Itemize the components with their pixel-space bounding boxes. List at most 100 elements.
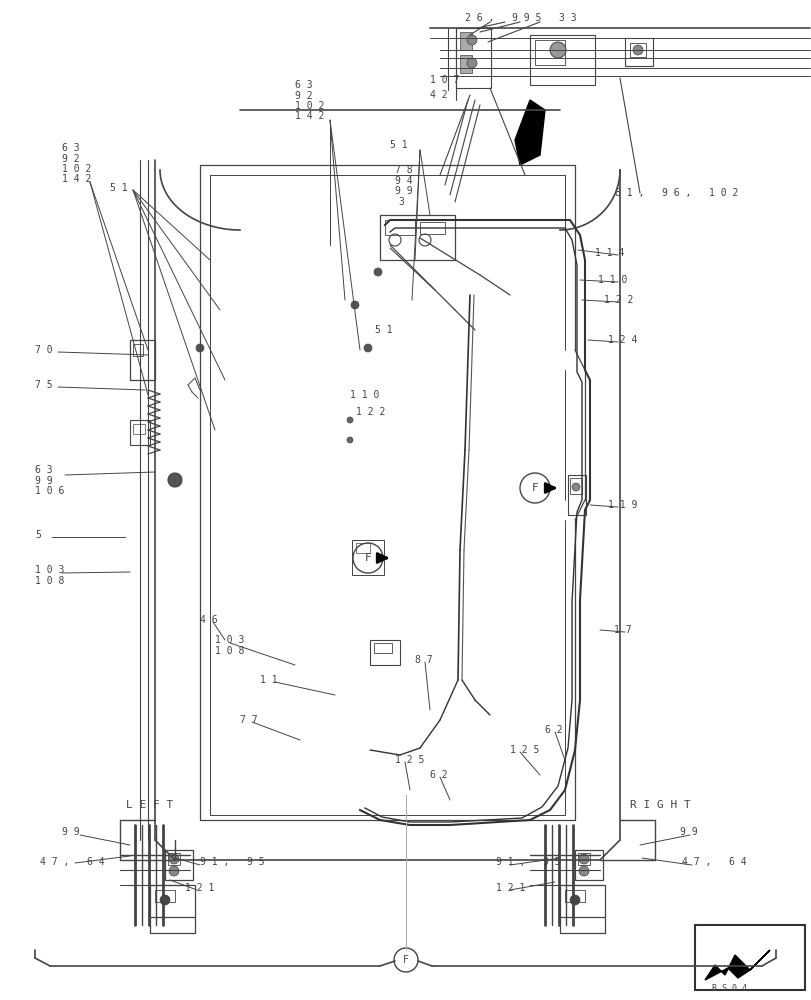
Circle shape [160,895,169,905]
Circle shape [578,866,588,876]
Circle shape [346,437,353,443]
Text: 1 2 1: 1 2 1 [496,883,525,893]
Text: 5 1: 5 1 [109,183,127,193]
Text: 1 0 2: 1 0 2 [294,101,324,111]
Text: 1 1 4: 1 1 4 [594,248,624,258]
Circle shape [169,854,178,864]
Text: 9 1 ,   9 5: 9 1 , 9 5 [200,857,264,867]
Polygon shape [514,100,544,165]
Text: 9 1 ,   9 5: 9 1 , 9 5 [496,857,560,867]
Text: 1 1 0: 1 1 0 [350,390,379,400]
Text: F: F [364,553,371,563]
Bar [150,885,195,917]
Text: 1 0 8: 1 0 8 [215,646,244,656]
Text: 6 3: 6 3 [294,80,312,90]
Text: 7 8: 7 8 [394,165,412,175]
Bar [564,890,584,902]
Text: 9 9: 9 9 [35,476,53,486]
Text: 1 1: 1 1 [260,675,277,685]
Text: 1 4 2: 1 4 2 [62,174,92,184]
Bar [133,344,143,356]
Bar [460,32,471,50]
Circle shape [569,895,579,905]
Text: 1 0 7: 1 0 7 [430,75,459,85]
Text: 6 2: 6 2 [430,770,447,780]
Text: 1 2 2: 1 2 2 [603,295,633,305]
Text: 9 2: 9 2 [62,154,79,164]
Circle shape [169,866,178,876]
Circle shape [571,483,579,491]
Text: 8 1 ,   9 6 ,   1 0 2: 8 1 , 9 6 , 1 0 2 [614,188,737,198]
Text: 1 7: 1 7 [613,625,631,635]
Text: 1 1 0: 1 1 0 [597,275,627,285]
Text: F: F [531,483,538,493]
Text: 1 4 2: 1 4 2 [294,111,324,121]
Text: 6 3: 6 3 [62,143,79,153]
Circle shape [466,58,476,68]
Bar [629,43,646,57]
Text: 9 2: 9 2 [294,91,312,101]
Text: 9 9: 9 9 [62,827,79,837]
Text: 6 3: 6 3 [35,465,53,475]
Circle shape [633,45,642,55]
Text: 1 0 6: 1 0 6 [35,486,64,496]
Bar [155,890,175,902]
Bar [165,850,193,880]
Text: 4 7 ,   6 4: 4 7 , 6 4 [681,857,745,867]
Bar [460,55,471,73]
Circle shape [363,344,371,352]
Bar [569,478,581,494]
Text: 1 1 9: 1 1 9 [607,500,637,510]
Bar [133,424,145,434]
Text: L E F T: L E F T [127,800,174,810]
Bar [130,420,150,445]
Polygon shape [704,950,769,980]
Text: F: F [402,955,409,965]
Text: 7 5: 7 5 [35,380,53,390]
Bar [384,220,414,235]
Bar [380,215,454,260]
Text: 1 0 3: 1 0 3 [215,635,244,645]
Circle shape [168,473,182,487]
Circle shape [578,854,588,864]
Text: 4 7 ,   6 4: 4 7 , 6 4 [40,857,105,867]
Bar [351,540,384,575]
Text: 3: 3 [397,197,403,207]
Circle shape [195,344,204,352]
Bar [568,475,586,515]
Text: R I G H T: R I G H T [629,800,689,810]
Text: 1 0 8: 1 0 8 [35,576,64,586]
Bar [574,850,603,880]
Text: 7 0: 7 0 [35,345,53,355]
Text: B S 0 4: B S 0 4 [711,984,747,993]
Circle shape [374,268,381,276]
Text: 9 9: 9 9 [394,186,412,196]
Text: 1 2 1: 1 2 1 [185,883,214,893]
Circle shape [466,35,476,45]
Circle shape [346,417,353,423]
Bar [560,885,604,917]
Bar [624,38,652,66]
Text: 4 6: 4 6 [200,615,217,625]
Bar [456,28,491,88]
Text: 9 4: 9 4 [394,176,412,186]
Circle shape [350,301,358,309]
Bar [168,853,180,865]
Text: 5 1: 5 1 [389,140,407,150]
Bar [355,543,370,553]
Bar [130,340,155,380]
Text: 1 2 5: 1 2 5 [394,755,424,765]
Bar [534,40,564,65]
Text: 1 2 4: 1 2 4 [607,335,637,345]
Bar [374,643,392,653]
Text: 4 2: 4 2 [430,90,447,100]
Text: 7 7: 7 7 [240,715,257,725]
Text: 1 0 2: 1 0 2 [62,164,92,174]
Bar [577,853,590,865]
Text: 1 0 3: 1 0 3 [35,565,64,575]
Text: 9 9: 9 9 [679,827,697,837]
Bar [370,640,400,665]
Text: 2 6 ,   9 9 5   3 3: 2 6 , 9 9 5 3 3 [465,13,576,23]
Bar [694,925,804,990]
Text: 5: 5 [35,530,41,540]
